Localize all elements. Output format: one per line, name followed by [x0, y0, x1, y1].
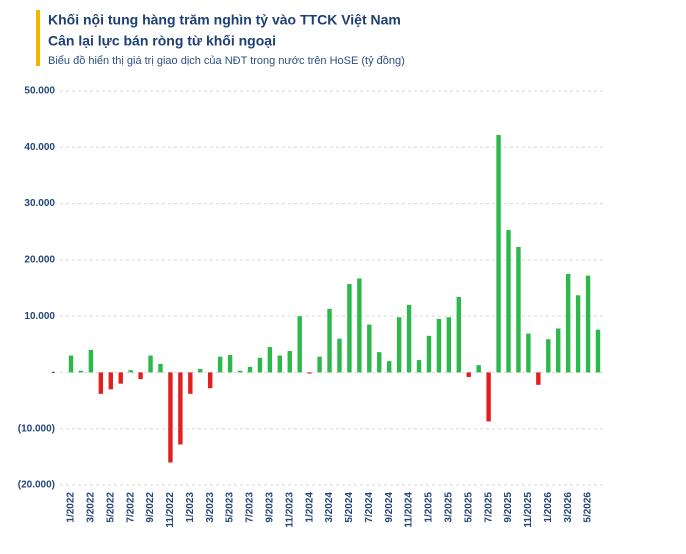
x-tick-label: 1/2022: [66, 492, 77, 523]
bar: [108, 372, 113, 390]
bar: [347, 284, 352, 373]
bar: [456, 297, 461, 373]
x-tick-label: 1/2026: [543, 492, 554, 523]
bar: [307, 372, 312, 374]
y-tick-label: (10.000): [18, 423, 55, 434]
x-tick-label: 5/2024: [344, 492, 355, 523]
bar: [287, 351, 292, 373]
x-tick-label: 9/2022: [145, 492, 156, 523]
x-tick-label: 3/2023: [205, 492, 216, 523]
bar: [118, 372, 123, 384]
bar: [267, 347, 273, 373]
bar: [516, 246, 521, 373]
chart-title: Cân lại lực bán ròng từ khối ngoại: [48, 33, 276, 49]
bar: [536, 372, 541, 385]
bar: [367, 324, 372, 373]
x-tick-label: 5/2026: [583, 492, 594, 523]
x-tick-label: 3/2026: [563, 492, 574, 523]
x-tick-label: 11/2025: [523, 492, 534, 528]
bar: [337, 338, 342, 373]
x-tick-label: 1/2024: [304, 492, 315, 523]
bar: [556, 328, 561, 373]
bar: [476, 365, 481, 373]
bar: [546, 339, 551, 373]
bar: [277, 355, 283, 373]
bar: [257, 357, 263, 373]
bar: [446, 317, 452, 373]
x-tick-label: 9/2024: [384, 492, 395, 523]
bar: [486, 372, 491, 422]
bar: [198, 369, 203, 373]
bar: [496, 134, 501, 373]
x-tick-label: 7/2025: [483, 492, 494, 523]
bar: [406, 304, 412, 373]
bar: [595, 329, 601, 373]
x-tick-label: 5/2022: [105, 492, 116, 523]
chart-title: Khối nội tung hàng trăm nghìn tỷ vào TTC…: [48, 12, 401, 28]
bar: [138, 372, 143, 380]
bar: [78, 370, 84, 373]
y-tick-label: 10.000: [24, 311, 55, 322]
y-tick-label: 30.000: [24, 198, 55, 209]
bar: [68, 355, 74, 373]
bar: [436, 318, 442, 373]
bar: [575, 295, 581, 373]
y-tick-label: -: [52, 367, 55, 378]
bar: [88, 349, 94, 373]
bar: [565, 273, 571, 373]
x-tick-label: 11/2023: [284, 492, 295, 528]
x-tick-label: 7/2024: [364, 492, 375, 523]
x-tick-label: 3/2024: [324, 492, 335, 523]
bar: [237, 370, 243, 373]
x-tick-label: 9/2025: [503, 492, 514, 523]
bar: [227, 354, 233, 373]
bar: [416, 360, 422, 373]
y-tick-label: 40.000: [24, 142, 55, 153]
bar: [208, 372, 213, 389]
y-tick-label: 50.000: [24, 86, 55, 97]
bar: [158, 363, 163, 373]
x-tick-label: 1/2025: [424, 492, 435, 523]
bar: [506, 230, 511, 373]
x-tick-label: 7/2023: [245, 492, 256, 523]
title-accent: [36, 10, 40, 66]
bar: [247, 366, 253, 373]
y-tick-label: 20.000: [24, 254, 55, 265]
bar: [466, 372, 471, 377]
bar: [357, 278, 362, 373]
bar: [178, 372, 183, 445]
x-tick-label: 3/2025: [443, 492, 454, 523]
bar: [98, 372, 104, 394]
bar: [168, 372, 173, 463]
bar: [585, 275, 591, 373]
bar: [386, 361, 392, 373]
chart-subtitle: Biểu đồ hiển thị giá trị giao dịch của N…: [48, 55, 405, 67]
x-tick-label: 3/2022: [86, 492, 97, 523]
bar: [396, 317, 402, 373]
bar: [188, 372, 193, 394]
bar: [327, 308, 332, 373]
bar: [426, 335, 432, 373]
x-tick-label: 5/2023: [225, 492, 236, 523]
x-tick-label: 7/2022: [125, 492, 136, 523]
x-tick-label: 1/2023: [185, 492, 196, 523]
bar: [297, 316, 302, 373]
x-tick-label: 5/2025: [463, 492, 474, 523]
x-tick-label: 11/2024: [404, 492, 415, 528]
bar: [377, 352, 382, 373]
y-tick-label: (20.000): [18, 480, 55, 491]
bar: [217, 356, 223, 373]
x-tick-label: 11/2022: [165, 492, 176, 528]
bar: [128, 370, 133, 373]
x-tick-label: 9/2023: [265, 492, 276, 523]
bar: [526, 333, 531, 373]
bar: [148, 355, 153, 373]
bar: [317, 356, 322, 373]
